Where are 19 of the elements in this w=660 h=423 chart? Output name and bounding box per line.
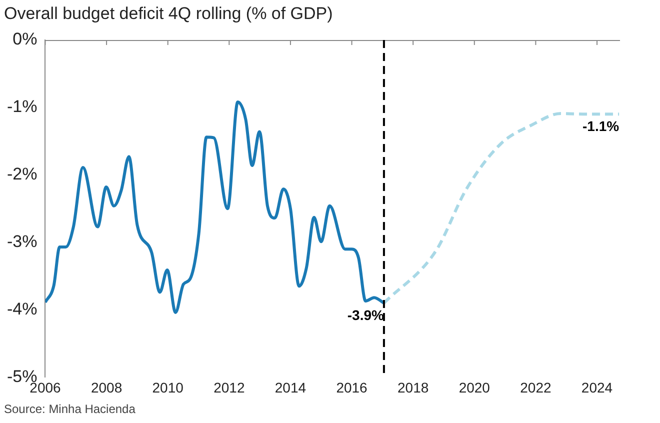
- y-tick-label: 0%: [12, 30, 38, 49]
- x-tick-label: 2016: [336, 379, 368, 396]
- y-tick-label: -2%: [6, 164, 38, 184]
- x-tick-label: 2018: [398, 379, 429, 396]
- annotation: -3.9%: [347, 306, 385, 323]
- x-tick-label: 2024: [581, 379, 613, 396]
- x-tick-label: 2020: [458, 379, 490, 396]
- x-tick-label: 2012: [214, 379, 245, 396]
- line-series: [382, 112, 620, 305]
- x-tick-label: 2022: [520, 379, 552, 396]
- source-note: Source: Minha Hacienda: [4, 402, 136, 416]
- y-tick-label: -3%: [6, 232, 38, 252]
- chart-title: Overall budget deficit 4Q rolling (% of GDP): [4, 4, 333, 24]
- x-tick-label: 2010: [152, 379, 184, 396]
- x-tick-label: 2008: [90, 379, 122, 396]
- x-tick-label: 2014: [274, 379, 306, 396]
- y-tick-label: -4%: [6, 299, 38, 318]
- annotation: -1.1%: [582, 118, 620, 134]
- y-tick-label: -1%: [6, 97, 38, 116]
